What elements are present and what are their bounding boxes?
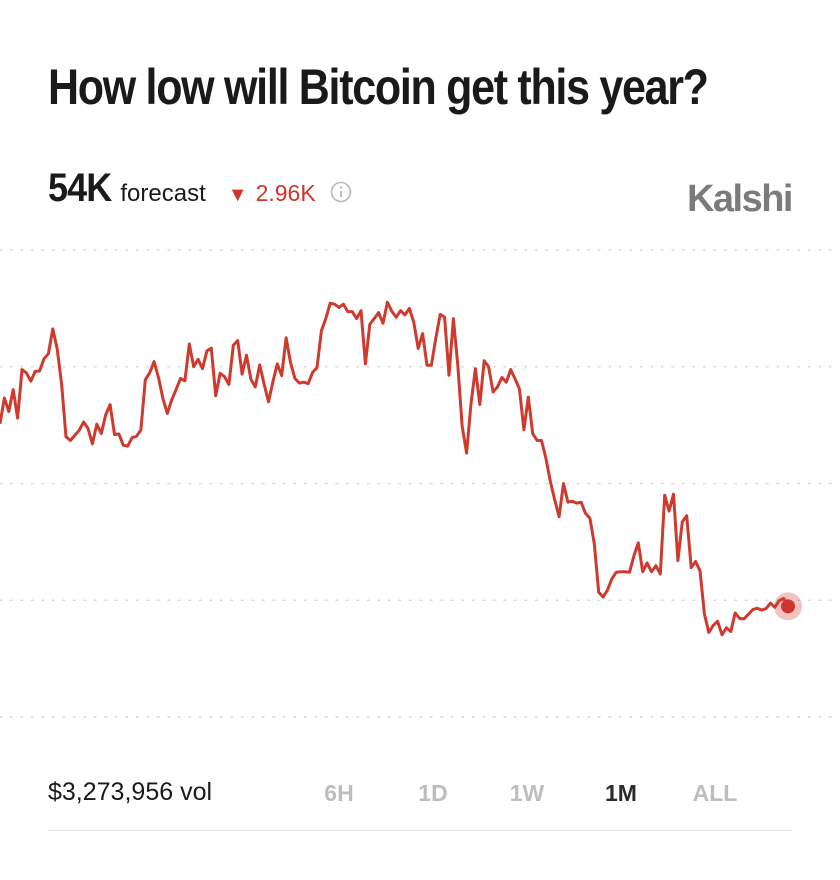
tab-1m[interactable]: 1M bbox=[605, 780, 637, 806]
chart-footer: $3,273,956 vol 6H 1D 1W 1M ALL bbox=[48, 776, 792, 816]
tab-6h[interactable]: 6H bbox=[324, 780, 354, 806]
page-title: How low will Bitcoin get this year? bbox=[48, 59, 709, 115]
footer-divider bbox=[48, 830, 792, 831]
tab-1w[interactable]: 1W bbox=[509, 780, 545, 806]
volume-label: $3,273,956 vol bbox=[48, 778, 213, 806]
forecast-label: forecast bbox=[120, 180, 206, 207]
series-line bbox=[0, 300, 790, 637]
tab-1d[interactable]: 1D bbox=[418, 780, 448, 806]
down-arrow-icon: ▼ bbox=[227, 184, 248, 206]
tab-all[interactable]: ALL bbox=[692, 780, 738, 806]
forecast-change: 2.96K bbox=[255, 180, 316, 206]
price-chart bbox=[0, 249, 840, 718]
forecast-value: 54K bbox=[48, 166, 112, 210]
kalshi-logo: Kalshi bbox=[686, 178, 794, 220]
forecast-summary: 54K forecast ▼ 2.96K bbox=[48, 166, 352, 214]
info-circle-icon[interactable] bbox=[330, 181, 352, 203]
last-point bbox=[781, 599, 795, 614]
timeframe-tabs: 6H 1D 1W 1M ALL bbox=[292, 780, 762, 807]
